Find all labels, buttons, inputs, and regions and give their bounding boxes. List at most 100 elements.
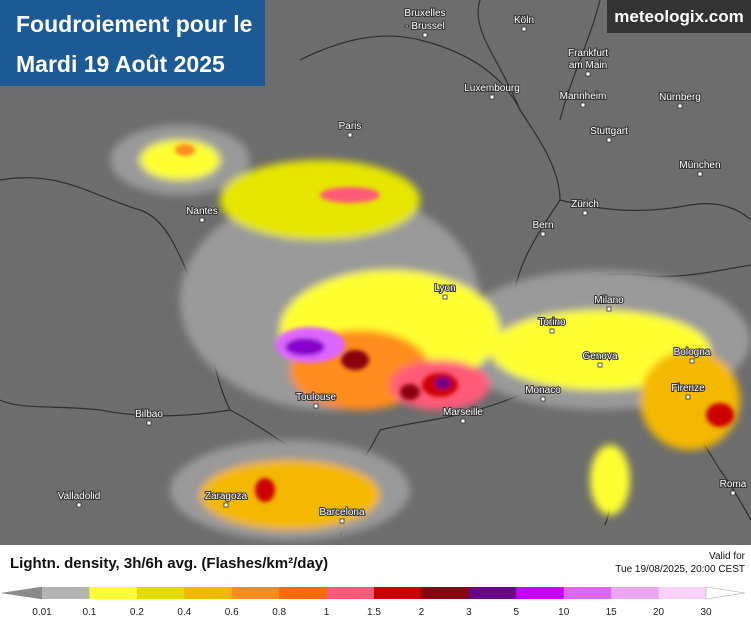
place-dot — [677, 103, 683, 109]
place-label: am Main — [569, 60, 607, 71]
color-segment — [374, 587, 422, 599]
place-dot — [146, 420, 152, 426]
brand-box — [607, 0, 751, 33]
place-dot — [313, 403, 319, 409]
color-segment — [563, 587, 612, 599]
tick-label: 30 — [700, 607, 712, 618]
place-dot — [199, 217, 205, 223]
tick-label: 0.8 — [272, 607, 286, 618]
over-arrow — [705, 586, 746, 600]
place-label: Nantes — [186, 206, 218, 217]
under-arrow — [1, 586, 43, 600]
place-dot — [689, 358, 695, 364]
place-dot — [582, 210, 588, 216]
legend: Lightn. density, 3h/6h avg. (Flashes/km²… — [1, 551, 746, 618]
place-label: Roma — [720, 479, 747, 490]
place-label: Genova — [582, 351, 617, 362]
color-segment — [89, 587, 138, 599]
place-label: Frankfurt — [568, 48, 608, 59]
tick-label: 5 — [514, 607, 520, 618]
color-segment — [516, 587, 565, 599]
place-dot — [347, 132, 353, 138]
place-label: Köln — [514, 15, 534, 26]
tick-label: 0.6 — [225, 607, 239, 618]
place-dot — [521, 26, 527, 32]
place-dot — [585, 71, 591, 77]
place-label: Torino — [538, 317, 566, 328]
colorbar: 0.01 0.1 0.2 0.4 0.6 0.8 1 1.5 2 3 5 10 15 20 30 — [1, 586, 746, 618]
color-segment — [611, 587, 660, 599]
place-label: Valladolid — [58, 491, 101, 502]
valid-time: Tue 19/08/2025, 20:00 CEST — [615, 564, 745, 575]
place-dot — [223, 502, 229, 508]
tick-label: 0.2 — [130, 607, 144, 618]
valid-label: Valid for — [709, 551, 746, 562]
place-label: Luxembourg — [464, 83, 520, 94]
tick-label: 0.4 — [177, 607, 191, 618]
place-label: Bern — [532, 220, 553, 231]
place-label: Bruxelles — [404, 8, 445, 19]
tick-label: 2 — [419, 607, 425, 618]
tick-label: 0.1 — [82, 607, 96, 618]
place-label: Zürich — [571, 199, 599, 210]
tick-label: 1 — [324, 607, 330, 618]
brand: meteologix.com — [614, 7, 743, 26]
place-label: Firenze — [671, 383, 705, 394]
place-label: Monaco — [525, 385, 561, 396]
lightning-field — [110, 125, 750, 540]
place-dot — [606, 306, 612, 312]
place-label: Nürnberg — [659, 92, 701, 103]
place-label: Milano — [594, 295, 624, 306]
place-label: Paris — [339, 121, 362, 132]
color-segment — [184, 587, 233, 599]
place-dot — [489, 94, 495, 100]
place-dot — [606, 137, 612, 143]
tick-label: 15 — [606, 607, 618, 618]
place-dot — [442, 294, 448, 300]
color-segment — [421, 587, 470, 599]
place-dot — [597, 362, 603, 368]
place-dot — [540, 396, 546, 402]
tick-label: 3 — [466, 607, 472, 618]
place-label: Zaragoza — [205, 491, 248, 502]
place-label: Barcelona — [319, 507, 364, 518]
color-segment — [279, 587, 328, 599]
place-label: Lyon — [434, 283, 455, 294]
place-label: Marseille — [443, 407, 483, 418]
color-segment — [326, 587, 375, 599]
tick-label: 1.5 — [367, 607, 381, 618]
place-dot — [540, 231, 546, 237]
place-dot — [339, 518, 345, 524]
color-segment — [658, 587, 707, 599]
title-line: Foudroiement pour le — [16, 11, 252, 37]
title-box — [0, 0, 265, 86]
place-label: Bilbao — [135, 409, 163, 420]
place-label: Bologna — [674, 347, 711, 358]
place-label: Toulouse — [296, 392, 336, 403]
title-line: Mardi 19 Août 2025 — [16, 51, 225, 77]
place-dot — [549, 328, 555, 334]
place-label: München — [679, 160, 720, 171]
place-dot — [460, 418, 466, 424]
color-segment — [468, 587, 517, 599]
place-dot — [422, 32, 428, 38]
place-dot — [76, 502, 82, 508]
tick-label: 20 — [653, 607, 665, 618]
place-label: Stuttgart — [590, 126, 628, 137]
tick-label: 0.01 — [32, 607, 52, 618]
color-segment — [42, 587, 90, 599]
legend-title: Lightn. density, 3h/6h avg. (Flashes/km²… — [10, 555, 328, 572]
place-dot — [580, 102, 586, 108]
place-label: Mannheim — [560, 91, 607, 102]
place-dot — [730, 490, 736, 496]
color-segment — [136, 587, 185, 599]
place-dot — [697, 171, 703, 177]
place-dot — [685, 394, 691, 400]
lightning-core — [175, 144, 734, 502]
place-label: - Brussel — [405, 21, 444, 32]
color-segment — [231, 587, 280, 599]
tick-label: 10 — [558, 607, 570, 618]
